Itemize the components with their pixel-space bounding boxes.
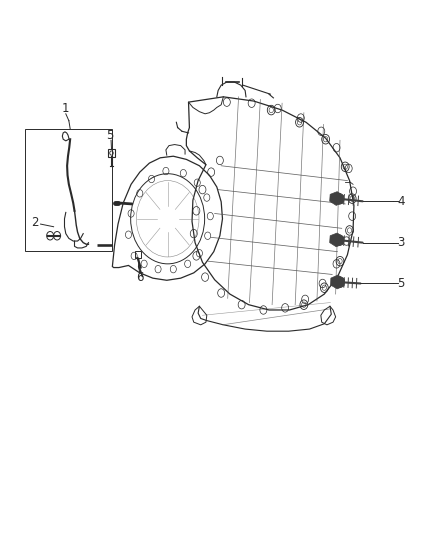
Polygon shape	[330, 233, 344, 247]
Bar	[25, 128, 113, 251]
Text: 1: 1	[62, 102, 70, 115]
Bar	[134, 251, 141, 258]
Text: 3: 3	[397, 236, 405, 249]
Text: 5: 5	[397, 277, 405, 290]
Text: 4: 4	[397, 195, 405, 208]
Polygon shape	[330, 192, 344, 205]
Polygon shape	[331, 275, 344, 289]
Text: 5: 5	[106, 128, 113, 141]
Bar	[108, 149, 115, 157]
Text: 2: 2	[32, 216, 39, 229]
Text: 6: 6	[136, 271, 144, 284]
